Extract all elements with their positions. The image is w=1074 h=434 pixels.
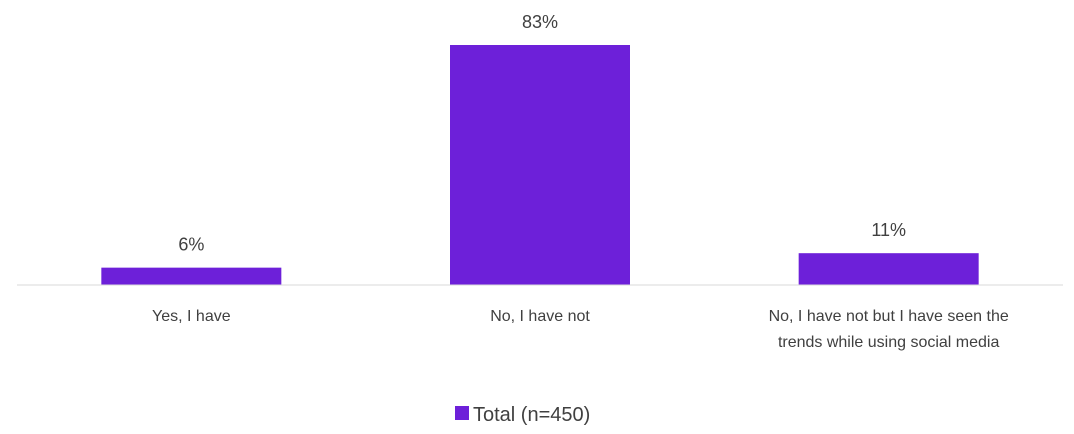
category-label-2: No, I have not but I have seen the trends…	[769, 308, 1009, 351]
bar-2	[798, 253, 979, 285]
legend-label: Total (n=450)	[473, 404, 590, 426]
data-label-0: 6%	[178, 235, 204, 255]
category-label-0: Yes, I have	[152, 308, 231, 325]
bars-group	[101, 45, 979, 285]
bar-1	[450, 45, 630, 285]
data-labels-group: 6% 83% 11%	[178, 12, 906, 255]
bar-0	[101, 267, 282, 285]
category-labels-group: Yes, I have No, I have not No, I have not …	[152, 308, 1009, 351]
data-label-1: 83%	[522, 12, 558, 32]
legend-swatch	[455, 406, 469, 420]
data-label-2: 11%	[871, 220, 906, 240]
category-label-1: No, I have not	[490, 308, 590, 325]
legend: Total (n=450)	[455, 404, 590, 426]
